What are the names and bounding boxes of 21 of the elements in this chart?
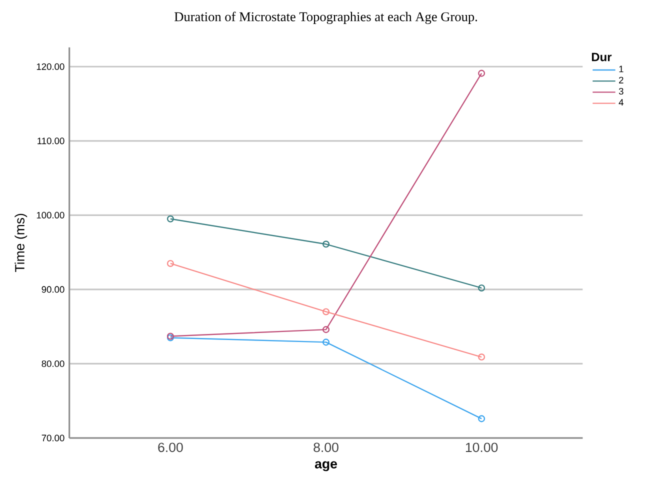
y-tick-label: 120.00 [36,63,64,70]
y-tick-label: 100.00 [36,212,64,218]
x-tick-label: 6.00 [158,442,183,452]
point [322,240,330,248]
x-tick-label: 10.00 [466,442,498,452]
y-tick-label: 90.00 [42,286,64,293]
y-tick-label: 70.00 [42,434,64,442]
y-tick-label: 80.00 [42,360,64,368]
legend-label: 1 [619,66,624,72]
legend-title: Dur [592,52,612,62]
point [322,326,330,334]
point [322,338,330,346]
chart-title: Duration of Microstate Topographies at each Age Group. [174,12,478,24]
y-tick-label: 110.00 [38,138,64,144]
point [322,308,330,316]
legend-label: 3 [618,88,624,95]
x-axis-title: age [314,461,337,472]
legend-label: 2 [619,76,624,84]
x-tick-label: 8.00 [314,442,338,452]
legend-label: 4 [618,99,624,106]
y-axis-title: Time (ms) [14,214,28,272]
